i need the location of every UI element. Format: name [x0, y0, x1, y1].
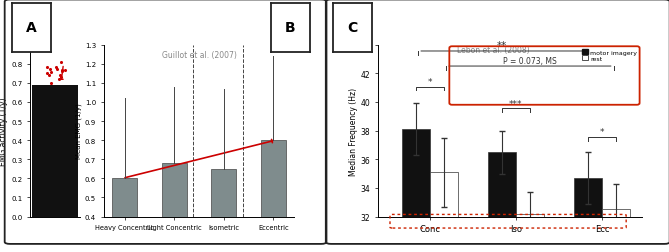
- Y-axis label: Mean EMG (1/y): Mean EMG (1/y): [76, 103, 82, 159]
- Point: [45, 81, 56, 85]
- Bar: [401, 130, 429, 217]
- Y-axis label: EMG activity (1/y): EMG activity (1/y): [0, 97, 9, 165]
- Point: [41, 72, 52, 76]
- Point: [56, 69, 67, 73]
- Bar: [516, 214, 544, 217]
- Point: [57, 69, 68, 73]
- Text: **: **: [497, 41, 507, 51]
- Point: [56, 61, 66, 65]
- Bar: [112, 179, 137, 217]
- Point: [55, 74, 66, 78]
- Text: *: *: [427, 78, 432, 87]
- Text: A: A: [26, 21, 37, 35]
- Bar: [488, 152, 516, 217]
- Text: P = 0.073, MS: P = 0.073, MS: [503, 57, 557, 66]
- Text: Guillot et al. (2007): Guillot et al. (2007): [162, 50, 236, 59]
- Point: [46, 71, 57, 75]
- Point: [51, 66, 62, 70]
- Text: B: B: [285, 21, 296, 35]
- Bar: [261, 141, 286, 217]
- Bar: [429, 172, 458, 217]
- Text: C: C: [347, 21, 358, 35]
- Y-axis label: Median Frequency (Hz): Median Frequency (Hz): [349, 87, 358, 175]
- Text: ***: ***: [509, 99, 522, 108]
- Text: *: *: [600, 128, 605, 137]
- Bar: [575, 178, 602, 217]
- Point: [54, 77, 64, 81]
- Bar: [602, 210, 630, 217]
- Point: [43, 73, 54, 77]
- Point: [56, 75, 67, 79]
- Bar: [162, 163, 187, 217]
- Point: [42, 66, 53, 70]
- Bar: [211, 169, 236, 217]
- Bar: [32, 85, 78, 217]
- Point: [45, 67, 56, 71]
- Text: Lebon et al. (2008): Lebon et al. (2008): [458, 46, 530, 55]
- Point: [52, 68, 62, 72]
- Point: [60, 69, 70, 73]
- Legend: motor imagery, rest: motor imagery, rest: [581, 49, 638, 62]
